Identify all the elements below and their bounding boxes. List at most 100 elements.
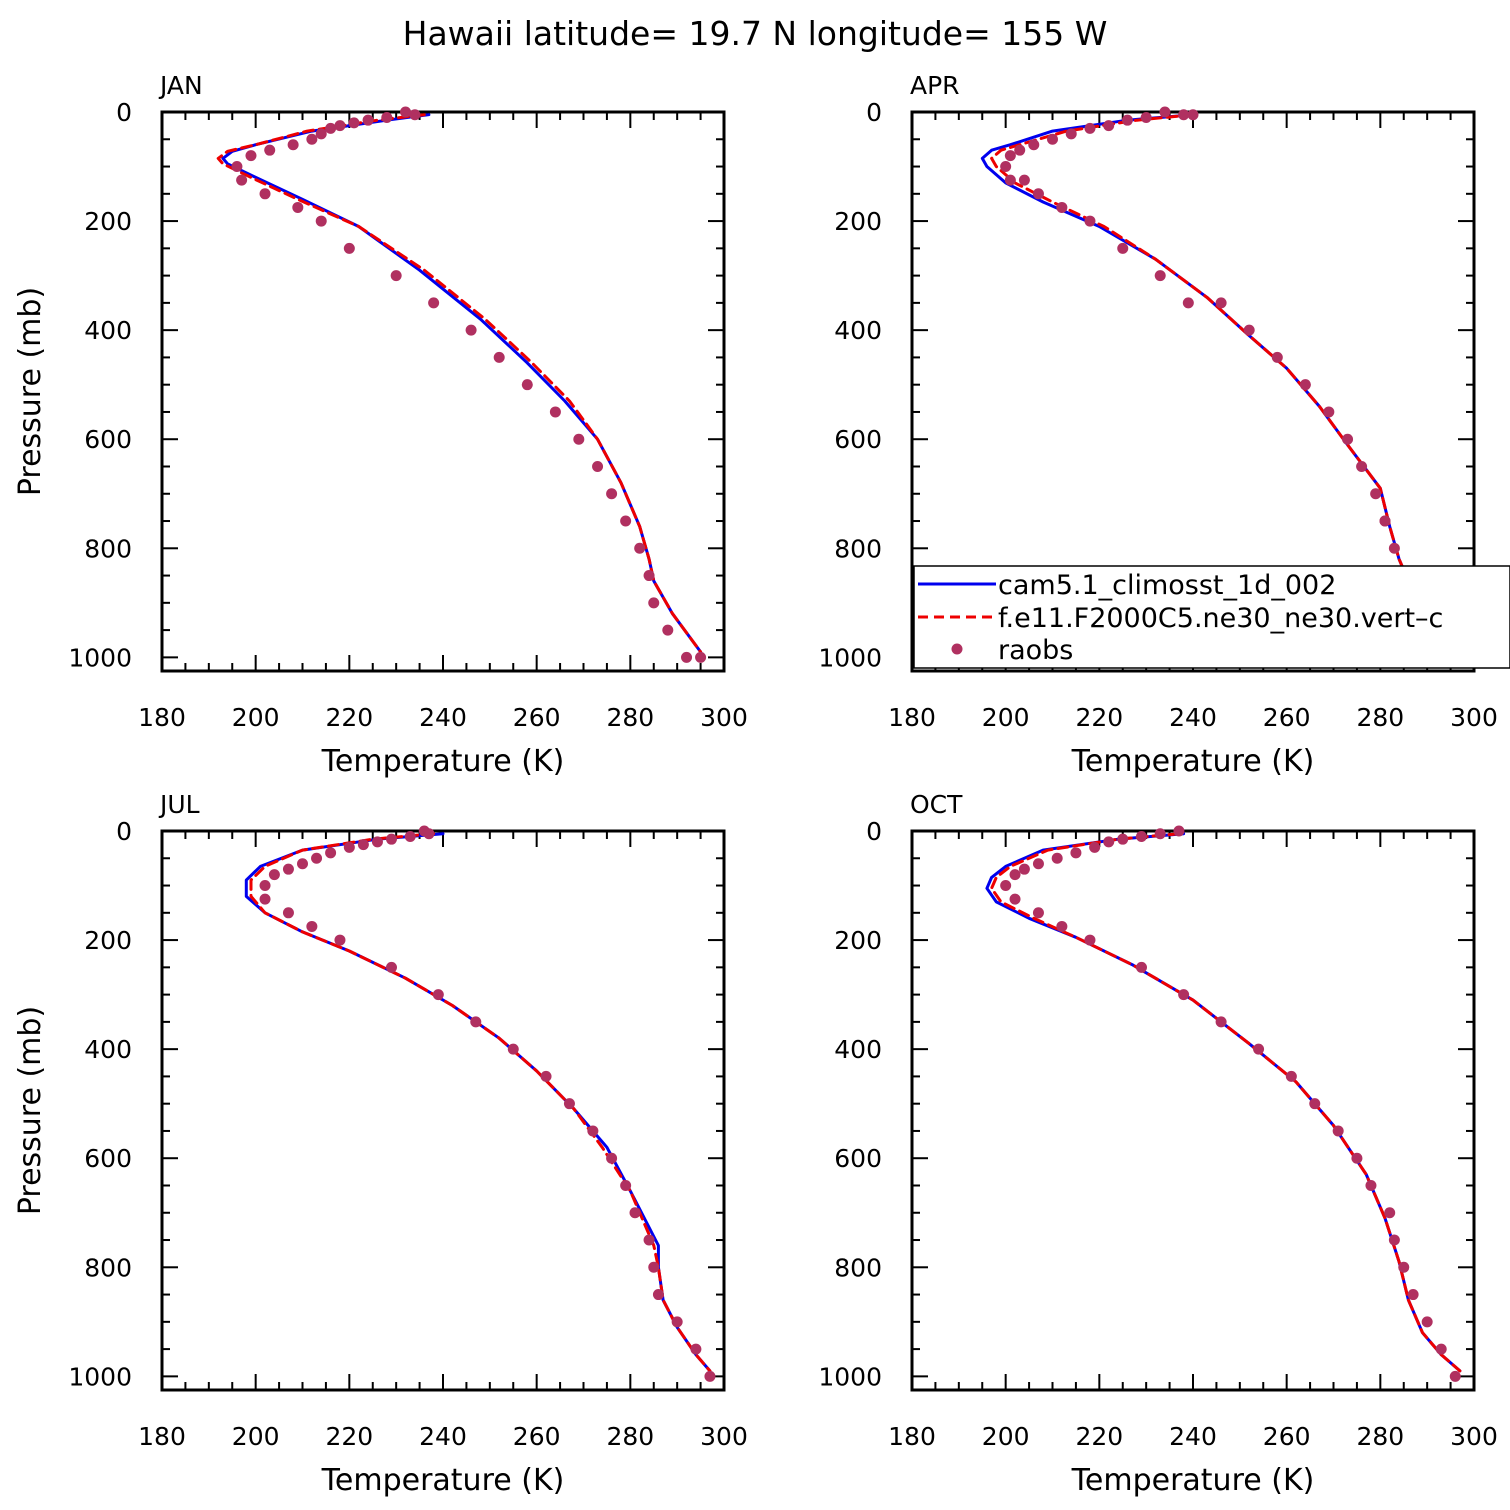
x-tick-label: 260: [513, 1422, 561, 1451]
plot-frame: [160, 110, 726, 673]
x-tick-label: 280: [606, 703, 654, 732]
raobs-point: [282, 863, 294, 875]
series-line-cam: [244, 832, 712, 1373]
raobs-point: [385, 961, 397, 973]
raobs-point: [423, 828, 435, 840]
raobs-point: [1135, 830, 1147, 842]
raobs-point: [1103, 120, 1115, 132]
raobs-point: [1356, 460, 1368, 472]
x-tick-label: 300: [700, 1422, 748, 1451]
x-tick-label: 280: [1356, 703, 1404, 732]
x-tick-label: 260: [1263, 703, 1311, 732]
series-line-cam: [221, 113, 703, 654]
raobs-point: [1000, 161, 1012, 173]
raobs-point: [648, 597, 660, 609]
y-tick-label: 1000: [68, 1362, 132, 1391]
x-tick-label: 300: [700, 703, 748, 732]
raobs-point: [1117, 833, 1129, 845]
series-line-f: [249, 832, 712, 1373]
plot-frame: [160, 829, 726, 1392]
y-tick-label: 400: [834, 1035, 882, 1064]
raobs-point: [1032, 858, 1044, 870]
raobs-point: [264, 144, 276, 156]
series-line-f: [990, 113, 1453, 654]
y-tick-label: 800: [834, 534, 882, 563]
raobs-point: [470, 1016, 482, 1028]
raobs-point: [1379, 515, 1391, 527]
panel-apr: 180 200 220 240 260 280 300 0 200 400 600 800 1000 AP…: [818, 71, 1497, 779]
y-tick-label: 0: [866, 98, 882, 127]
raobs-point: [1009, 869, 1021, 881]
x-tick-label: 180: [138, 703, 186, 732]
raobs-point: [1178, 109, 1190, 121]
raobs-point: [1435, 1343, 1447, 1355]
legend-label-f: f.e11.F2000C5.ne30_ne30.vert–c: [998, 603, 1443, 634]
y-tick-label: 400: [834, 316, 882, 345]
raobs-point: [311, 852, 323, 864]
raobs-point: [1065, 128, 1077, 140]
raobs-point: [292, 201, 304, 213]
raobs-point: [1182, 297, 1194, 309]
y-axis-label: Pressure (mb): [13, 287, 48, 496]
x-tick-label: 220: [1075, 1422, 1123, 1451]
raobs-point: [1047, 133, 1058, 145]
raobs-point: [1000, 880, 1012, 892]
y-tick-label: 600: [834, 425, 882, 454]
figure-title: Hawaii latitude= 19.7 N longitude= 155 W: [403, 14, 1108, 53]
raobs-point: [563, 1098, 575, 1110]
raobs-point: [1384, 1207, 1396, 1219]
raobs-point: [704, 1370, 716, 1382]
raobs-point: [1271, 351, 1283, 363]
raobs-point: [507, 1043, 519, 1055]
raobs-point: [606, 1152, 618, 1164]
raobs-point: [662, 624, 674, 636]
raobs-point: [315, 128, 327, 140]
raobs-point: [1187, 109, 1199, 121]
raobs-point: [620, 515, 632, 527]
raobs-point: [1117, 242, 1129, 254]
raobs-point: [371, 836, 383, 848]
x-tick-label: 280: [606, 1422, 654, 1451]
panel-oct: 180 200 220 240 260 280 300 0 200 400 600 800 1000 OC…: [818, 790, 1497, 1498]
raobs-point: [236, 174, 248, 186]
panel-title-apr: APR: [910, 71, 960, 100]
panel-jan: 180 200 220 240 260 280 300 0 200 400 600 800 1000 JA…: [13, 71, 748, 779]
x-tick-label: 220: [325, 703, 373, 732]
raobs-point: [695, 651, 707, 663]
raobs-point: [1421, 1316, 1433, 1328]
y-tick-label: 600: [84, 1144, 132, 1173]
raobs-point: [385, 833, 397, 845]
raobs-point: [1028, 139, 1040, 151]
raobs-point: [306, 920, 318, 932]
panels: 180 200 220 240 260 280 300 0 200 400 600 800 1000 JA…: [13, 71, 1498, 1498]
y-tick-label: 0: [116, 98, 132, 127]
x-tick-label: 300: [1450, 703, 1498, 732]
raobs-point: [1332, 1125, 1344, 1137]
plot-frame: [910, 829, 1476, 1392]
raobs-point: [1084, 934, 1096, 946]
y-tick-label: 400: [84, 1035, 132, 1064]
raobs-point: [1135, 961, 1147, 973]
legend-label-raobs: raobs: [998, 635, 1073, 666]
y-axis-label: Pressure (mb): [13, 1006, 48, 1215]
series-line-f: [990, 832, 1462, 1373]
raobs-point: [268, 869, 280, 881]
raobs-point: [343, 242, 355, 254]
y-tick-label: 200: [834, 926, 882, 955]
raobs-point: [629, 1207, 641, 1219]
raobs-point: [259, 880, 271, 892]
raobs-point: [306, 133, 318, 145]
raobs-point: [334, 120, 346, 132]
x-tick-label: 240: [1169, 1422, 1217, 1451]
x-tick-label: 280: [1356, 1422, 1404, 1451]
panel-title-jul: JUL: [158, 790, 200, 819]
raobs-point: [259, 188, 271, 200]
raobs-point: [231, 161, 243, 173]
x-axis-label: Temperature (K): [321, 1463, 565, 1498]
x-tick-label: 180: [138, 1422, 186, 1451]
x-tick-label: 260: [1263, 1422, 1311, 1451]
raobs-point: [432, 989, 444, 1001]
raobs-point: [643, 1234, 655, 1246]
raobs-point: [1365, 1179, 1377, 1191]
